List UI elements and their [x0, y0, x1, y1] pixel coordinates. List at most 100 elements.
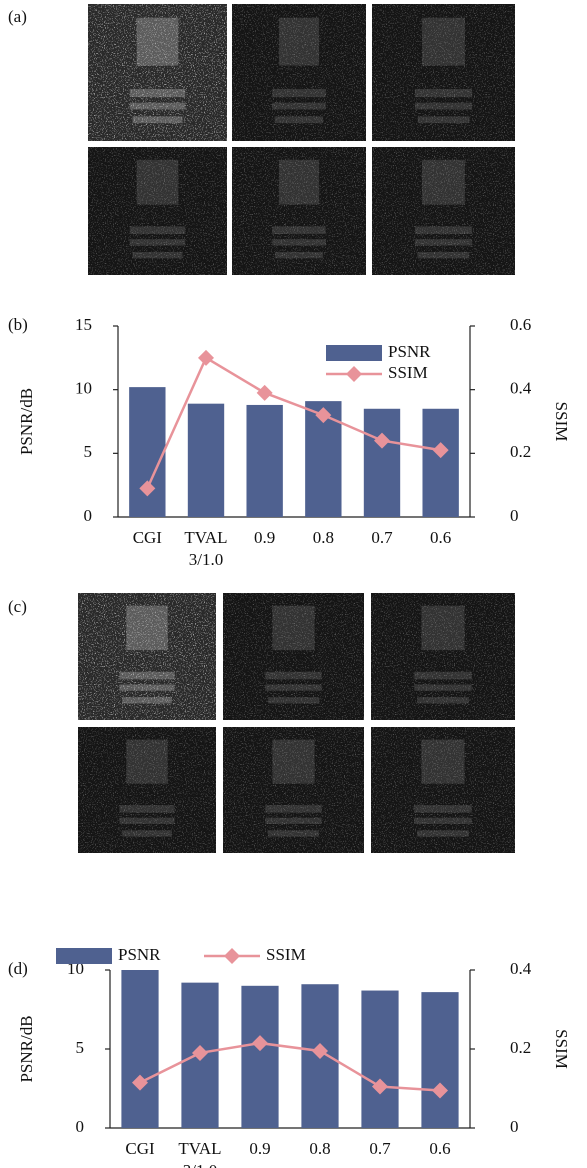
image-feature [272, 226, 326, 235]
image-feature [417, 116, 470, 124]
image-feature [129, 102, 186, 110]
image-feature [268, 830, 319, 837]
image-noise [232, 147, 366, 275]
bar [246, 404, 283, 517]
image-noise [372, 147, 515, 275]
marker [432, 442, 449, 459]
bar [422, 408, 459, 517]
image-feature [122, 830, 172, 837]
line [139, 1041, 441, 1092]
bar [121, 970, 159, 1128]
image-noise [88, 147, 227, 275]
x-tick-label: 0.6 [429, 1139, 450, 1158]
marker [252, 1035, 268, 1052]
image-feature [414, 102, 473, 110]
image-noise [78, 593, 216, 720]
image-feature [129, 88, 186, 98]
marker [372, 1078, 388, 1095]
panel-label: (c) [8, 597, 27, 616]
image-feature [265, 671, 322, 680]
x-tick-label: 0.6 [430, 528, 451, 547]
legend-swatch [346, 366, 362, 382]
image-feature [272, 239, 326, 246]
image-feature [272, 88, 326, 98]
bar [363, 408, 401, 517]
marker [256, 384, 273, 401]
image-feature [272, 102, 326, 110]
bar [421, 992, 459, 1128]
y2-tick-label: 0 [510, 506, 519, 525]
image-feature [136, 159, 179, 205]
x-tick-label: 0.8 [309, 1139, 330, 1158]
image-feature [274, 116, 324, 124]
image-feature [414, 684, 472, 691]
image-noise [223, 593, 364, 720]
legend-item: PSNR [56, 945, 161, 964]
marker [139, 480, 156, 497]
legend-item: SSIM [204, 945, 306, 964]
image-feature [274, 251, 324, 259]
image-feature [278, 159, 320, 205]
x-tick-label: 0.7 [369, 1139, 391, 1158]
image-feature [414, 239, 473, 246]
image-feature [132, 116, 183, 124]
bar [241, 985, 279, 1128]
y-tick-label: 0 [76, 1117, 85, 1136]
legend-item: PSNR [326, 342, 431, 361]
y2-tick-label: 0.2 [510, 442, 531, 461]
x-tick-label: CGI [125, 1139, 155, 1158]
y2-tick-label: 0.4 [510, 959, 532, 978]
image-noise [232, 4, 366, 141]
image-noise [88, 4, 227, 141]
panel-label: (a) [8, 7, 27, 26]
y-tick-label: 15 [75, 315, 92, 334]
image-feature [414, 671, 472, 680]
image-feature [265, 817, 322, 825]
image-feature [272, 739, 315, 784]
chart: 051000.20.4PSNR/dBSSIMCGITVAL3/1.00.90.8… [17, 945, 571, 1168]
x-tick-label: 0.9 [254, 528, 275, 547]
image-noise [78, 727, 216, 853]
image-feature [414, 226, 473, 235]
y2-axis-label: SSIM [552, 1029, 571, 1069]
legend-label: PSNR [118, 945, 161, 964]
legend-swatch [56, 948, 112, 964]
marker [132, 1074, 148, 1091]
image-noise [372, 4, 515, 141]
y2-axis-label: SSIM [552, 402, 571, 442]
image-feature [129, 226, 186, 235]
image-feature [278, 17, 320, 66]
x-tick-label: CGI [133, 528, 163, 547]
image-feature [272, 605, 315, 651]
image-feature [417, 251, 470, 259]
legend-label: SSIM [388, 363, 428, 382]
image-feature [119, 817, 175, 825]
legend-swatch [224, 948, 240, 964]
marker [315, 407, 332, 424]
image-feature [421, 605, 465, 651]
y-tick-label: 10 [75, 379, 92, 398]
y2-tick-label: 0 [510, 1117, 519, 1136]
image-feature [126, 739, 168, 784]
image-feature [414, 817, 472, 825]
x-tick-label: 0.8 [313, 528, 334, 547]
x-tick-label: 0.9 [249, 1139, 270, 1158]
y-axis-label: PSNR/dB [17, 388, 36, 455]
legend-label: SSIM [266, 945, 306, 964]
image-feature [422, 17, 465, 66]
y-tick-label: 5 [76, 1038, 85, 1057]
marker [432, 1082, 448, 1099]
image-feature [132, 251, 183, 259]
legend-label: PSNR [388, 342, 431, 361]
image-feature [414, 88, 473, 98]
image-feature [268, 697, 319, 704]
y2-tick-label: 0.6 [510, 315, 531, 334]
bar [129, 387, 166, 517]
image-feature [422, 159, 465, 205]
image-noise [371, 727, 515, 853]
marker [374, 432, 390, 449]
image-feature [119, 805, 175, 813]
image-feature [119, 684, 175, 691]
